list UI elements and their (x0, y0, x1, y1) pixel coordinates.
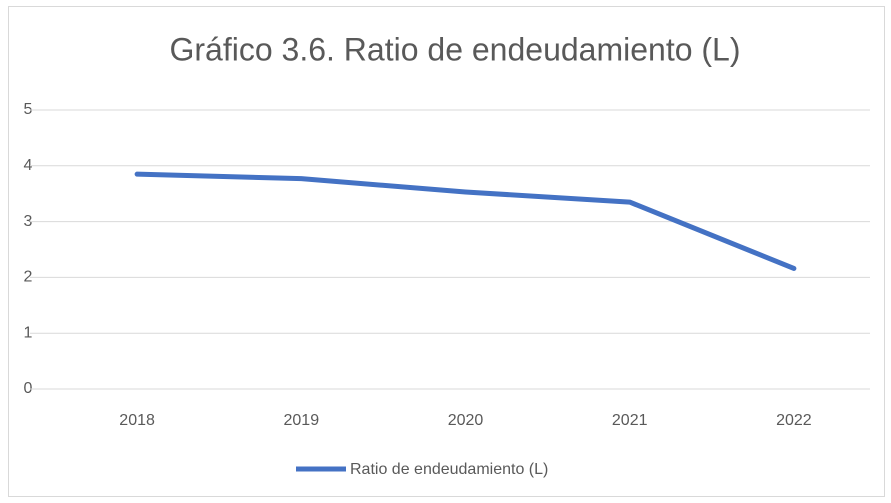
y-tick-label: 5 (24, 101, 33, 118)
y-tick-label: 0 (24, 380, 33, 397)
y-tick-label: 2 (24, 269, 33, 286)
chart-title: Gráfico 3.6. Ratio de endeudamiento (L) (170, 31, 741, 67)
y-tick-label: 4 (24, 157, 33, 174)
data-line (134, 171, 797, 271)
x-tick-label: 2022 (776, 412, 812, 429)
y-tick-label: 3 (24, 213, 33, 230)
legend-label: Ratio de endeudamiento (L) (350, 461, 548, 478)
x-tick-label: 2021 (612, 412, 648, 429)
x-tick-label: 2020 (448, 412, 484, 429)
chart-border (8, 6, 885, 497)
x-tick-label: 2019 (284, 412, 320, 429)
y-tick-label: 1 (24, 324, 33, 341)
x-tick-label: 2018 (119, 412, 155, 429)
